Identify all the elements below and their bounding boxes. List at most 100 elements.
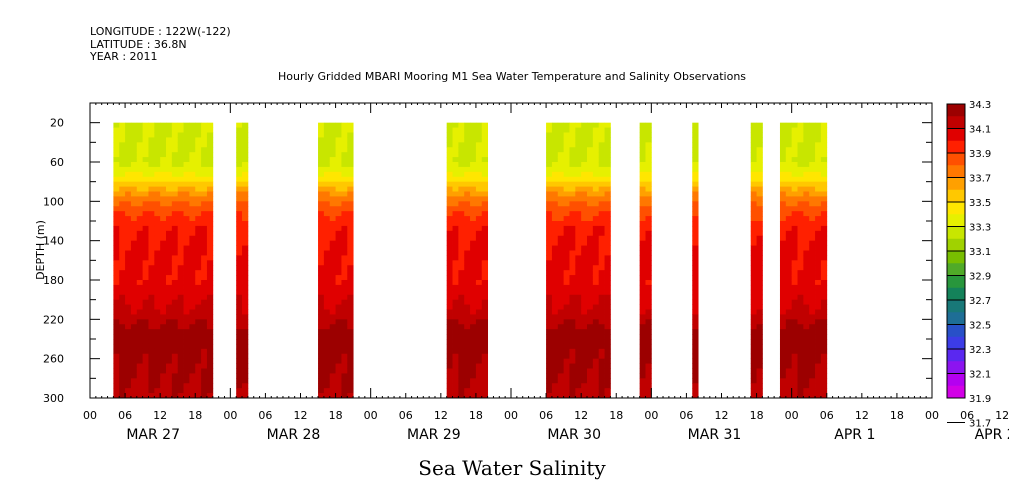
heatmap-cell (464, 353, 471, 360)
heatmap-cell (809, 137, 816, 143)
heatmap-cell (236, 171, 243, 178)
heatmap-cell (160, 166, 167, 173)
heatmap-cell (119, 284, 126, 291)
heatmap-cell (557, 363, 565, 369)
heatmap-cell (791, 132, 798, 138)
heatmap-cell (341, 122, 348, 128)
heatmap-cell (171, 245, 179, 251)
heatmap-cell (587, 235, 594, 242)
heatmap-cell (557, 171, 565, 178)
heatmap-cell (639, 393, 646, 399)
heatmap-cell (183, 171, 190, 178)
heatmap-cell (791, 339, 798, 345)
hour-tick-label: 00 (223, 409, 237, 422)
colorbar: 34.334.133.933.733.533.333.132.932.732.5… (946, 100, 991, 430)
heatmap-cell (581, 196, 588, 202)
heatmap-cell (236, 191, 243, 197)
heatmap-cell (242, 166, 249, 173)
heatmap-cell (113, 339, 120, 345)
heatmap-cell (546, 137, 553, 143)
heatmap-cell (779, 211, 787, 217)
heatmap-cell (581, 324, 588, 330)
heatmap-cell (791, 304, 798, 310)
heatmap-cell (563, 245, 570, 251)
heatmap-cell (446, 176, 453, 183)
heatmap-cell (160, 176, 167, 183)
heatmap-cell (189, 368, 196, 374)
heatmap-cell (452, 363, 459, 369)
heatmap-cell (569, 240, 576, 246)
heatmap-cell (803, 309, 810, 315)
heatmap-cell (458, 270, 465, 276)
heatmap-cell (785, 250, 793, 256)
heatmap-cell (815, 378, 822, 384)
heatmap-cell (206, 157, 214, 163)
heatmap-cell (481, 206, 489, 212)
heatmap-cell (563, 181, 570, 187)
hour-tick-label: 06 (399, 409, 413, 422)
heatmap-cell (557, 284, 565, 291)
heatmap-cell (692, 378, 699, 384)
heatmap-cell (119, 245, 126, 251)
heatmap-cell (797, 265, 804, 271)
heatmap-cell (242, 329, 249, 335)
heatmap-cell (797, 270, 804, 276)
heatmap-cell (815, 358, 822, 364)
heatmap-cell (475, 181, 483, 187)
heatmap-cell (587, 147, 594, 153)
heatmap-cell (446, 206, 453, 212)
hour-tick-label: 12 (294, 409, 308, 422)
heatmap-cell (820, 240, 828, 246)
colorbar-label: 31.9 (969, 394, 991, 405)
heatmap-cell (756, 137, 763, 143)
heatmap-cell (183, 186, 190, 192)
heatmap-cell (458, 353, 465, 360)
heatmap-cell (148, 270, 155, 276)
heatmap-cell (475, 319, 483, 325)
heatmap-cell (551, 122, 559, 128)
heatmap-cell (148, 289, 155, 296)
heatmap-cell (183, 211, 190, 217)
heatmap-cell (779, 304, 787, 310)
heatmap-cell (645, 368, 652, 374)
heatmap-cell (201, 314, 208, 320)
heatmap-cell (575, 393, 582, 399)
heatmap-cell (142, 196, 149, 202)
heatmap-cell (458, 348, 465, 355)
heatmap-cell (563, 270, 570, 276)
heatmap-cell (551, 324, 559, 330)
heatmap-cell (183, 221, 190, 227)
heatmap-cell (750, 373, 757, 379)
heatmap-cell (189, 265, 196, 271)
heatmap-cell (797, 260, 804, 266)
heatmap-cell (335, 152, 342, 158)
heatmap-cell (569, 289, 576, 296)
heatmap-cell (470, 162, 477, 168)
heatmap-cell (458, 284, 465, 291)
heatmap-cell (464, 343, 471, 350)
heatmap-cell (148, 280, 155, 286)
heatmap-cell (587, 122, 594, 128)
heatmap-cell (446, 314, 453, 320)
heatmap-cell (171, 393, 179, 399)
heatmap-cell (475, 314, 483, 320)
heatmap-cell (341, 221, 348, 227)
heatmap-cell (160, 284, 167, 291)
heatmap-cell (458, 334, 465, 340)
date-label: MAR 31 (688, 427, 742, 443)
heatmap-cell (142, 353, 149, 360)
heatmap-cell (136, 353, 144, 360)
heatmap-cell (546, 166, 553, 173)
colorbar-swatch (947, 361, 965, 374)
heatmap-cell (125, 334, 132, 340)
heatmap-cell (446, 201, 453, 207)
heatmap-cell (148, 216, 155, 222)
heatmap-cell (551, 260, 559, 266)
heatmap-cell (446, 348, 453, 355)
heatmap-cell (347, 255, 354, 261)
heatmap-cell (639, 147, 646, 153)
heatmap-cell (142, 166, 149, 173)
heatmap-cell (598, 157, 605, 163)
heatmap-cell (329, 260, 336, 266)
heatmap-cell (470, 319, 477, 325)
